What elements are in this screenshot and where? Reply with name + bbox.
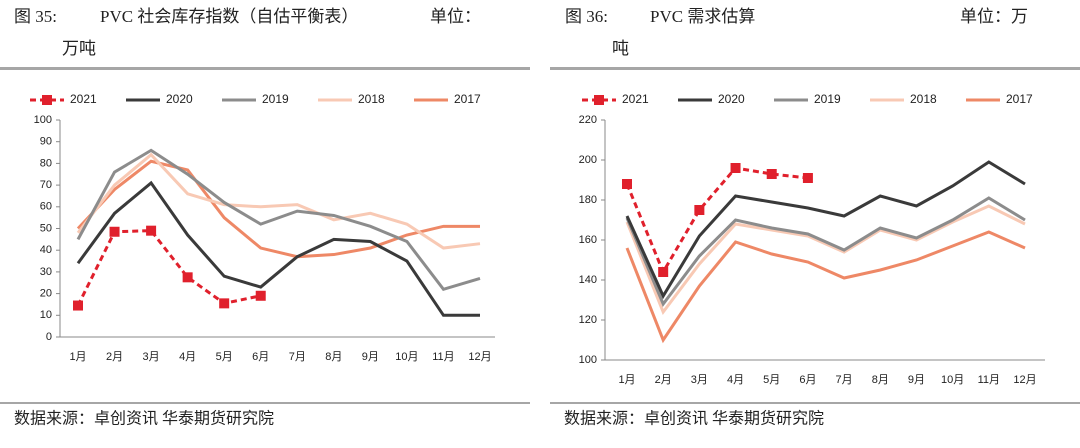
x-tick-label: 10月 [941, 374, 964, 386]
legend-label: 2021 [622, 92, 649, 106]
y-tick-label: 20 [40, 288, 52, 300]
point-marker [182, 272, 193, 283]
x-tick-label: 11月 [978, 374, 1000, 386]
y-tick-label: 60 [40, 201, 52, 213]
chart-title: PVC 社会库存指数（自估平衡表） [100, 7, 358, 26]
x-tick-label: 9月 [908, 374, 925, 386]
y-tick-label: 40 [40, 244, 52, 256]
x-tick-label: 8月 [325, 351, 342, 363]
unit-label: 单位：万 [960, 7, 1028, 26]
y-tick-label: 100 [579, 354, 597, 366]
figure-label: 图 36: [565, 7, 608, 26]
point-marker [146, 225, 157, 236]
y-tick-label: 0 [46, 331, 52, 343]
y-tick-label: 140 [579, 274, 597, 286]
legend-marker [42, 95, 52, 105]
y-tick-label: 10 [40, 309, 52, 321]
footer-rule [550, 402, 1080, 404]
series-line [625, 196, 1026, 307]
header-rule [0, 67, 530, 70]
y-tick-label: 30 [40, 266, 52, 278]
series-line [76, 152, 481, 250]
x-tick-label: 7月 [836, 374, 853, 386]
point-marker [622, 179, 632, 189]
point-marker [694, 205, 705, 215]
y-tick-label: 70 [40, 179, 52, 191]
x-tick-label: 5月 [763, 374, 780, 386]
x-tick-label: 4月 [727, 374, 744, 386]
point-marker [730, 163, 741, 173]
x-tick-label: 5月 [216, 351, 233, 363]
point-marker [658, 267, 669, 277]
legend-label: 2020 [166, 92, 193, 106]
series-line [625, 160, 1026, 300]
x-tick-label: 4月 [179, 351, 196, 363]
legend-label: 2017 [454, 92, 481, 106]
y-tick-label: 220 [579, 114, 597, 126]
point-marker [73, 300, 83, 311]
x-tick-label: 3月 [143, 351, 160, 363]
x-tick-label: 6月 [252, 351, 269, 363]
legend-label: 2021 [70, 92, 97, 106]
x-tick-label: 8月 [872, 374, 889, 386]
x-tick-label: 1月 [618, 374, 635, 386]
point-marker [219, 298, 230, 309]
series-line [76, 229, 262, 307]
footer-rule [0, 402, 530, 404]
y-tick-label: 160 [579, 234, 597, 246]
y-tick-label: 200 [579, 154, 597, 166]
source: 数据来源：卓创资讯 华泰期货研究院 [14, 410, 274, 428]
x-tick-label: 12月 [468, 351, 491, 363]
chart-title: PVC 需求估算 [650, 7, 755, 26]
x-tick-label: 12月 [1013, 374, 1036, 386]
point-marker [802, 173, 813, 183]
legend-label: 2019 [814, 92, 841, 106]
unit-label: 单位： [430, 7, 481, 26]
x-tick-label: 2月 [106, 351, 123, 363]
x-tick-label: 1月 [69, 351, 86, 363]
y-tick-label: 90 [40, 136, 52, 148]
header-rule [550, 67, 1080, 70]
x-tick-label: 10月 [395, 351, 418, 363]
unit-label: 吨 [612, 39, 629, 58]
series-line [625, 204, 1026, 316]
y-tick-label: 50 [40, 222, 52, 234]
series-line [76, 159, 480, 259]
series-line [76, 180, 480, 317]
x-tick-label: 11月 [432, 351, 454, 363]
x-tick-label: 3月 [691, 374, 708, 386]
figure-label: 图 35: [14, 7, 57, 26]
legend-label: 2019 [262, 92, 289, 106]
legend-label: 2018 [910, 92, 937, 106]
x-tick-label: 9月 [362, 351, 379, 363]
legend-marker [594, 95, 604, 105]
legend-label: 2018 [358, 92, 385, 106]
series-line [76, 148, 481, 291]
x-tick-label: 6月 [799, 374, 816, 386]
point-marker [255, 290, 266, 301]
y-tick-label: 120 [579, 314, 597, 326]
point-marker [109, 226, 120, 237]
x-tick-label: 2月 [655, 374, 672, 386]
y-tick-label: 80 [40, 157, 52, 169]
source: 数据来源：卓创资讯 华泰期货研究院 [564, 410, 824, 428]
y-tick-label: 180 [579, 194, 597, 206]
unit-label: 万吨 [62, 39, 96, 58]
series-line [625, 166, 809, 276]
y-tick-label: 100 [34, 114, 52, 126]
legend-label: 2017 [1006, 92, 1033, 106]
legend-label: 2020 [718, 92, 745, 106]
x-tick-label: 7月 [289, 351, 306, 363]
point-marker [766, 169, 777, 179]
series-line [625, 230, 1026, 344]
